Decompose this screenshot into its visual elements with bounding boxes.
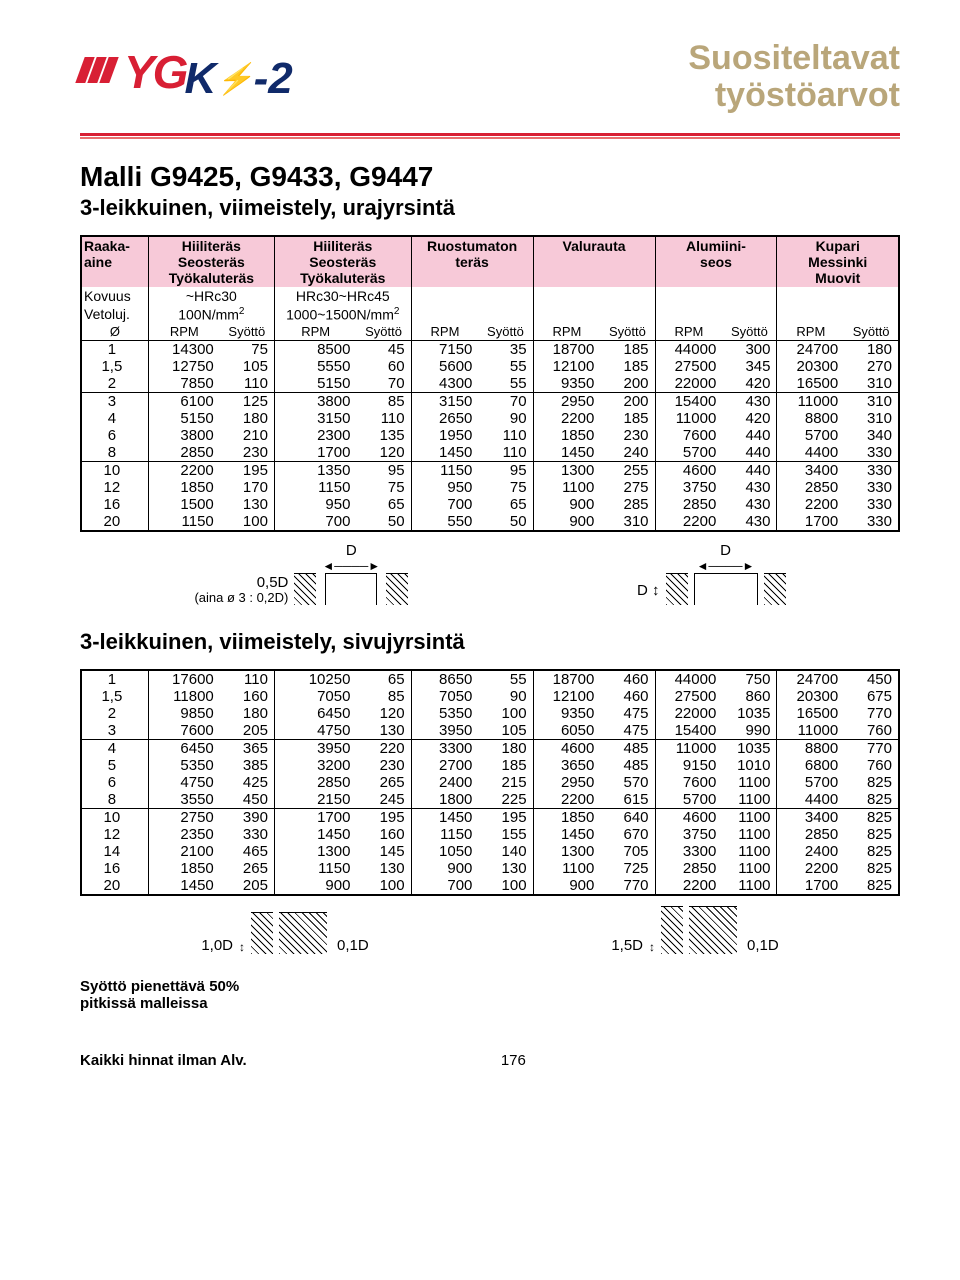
table-row: 3760020547501303950105605047515400990110… [81, 722, 899, 740]
table-row: 8355045021502451800225220061557001100440… [81, 791, 899, 809]
table-row: 1143007585004571503518700185440003002470… [81, 341, 899, 359]
bolt-icon: ⚡ [216, 63, 253, 96]
page-title: Suositeltavat työstöarvot [688, 40, 900, 115]
column-header: Ruostumatonteräs [411, 236, 533, 287]
hatch-icon [251, 912, 273, 954]
column-header: HiiliteräsSeosteräsTyökaluteräs [274, 236, 411, 287]
model-title: Malli G9425, G9433, G9447 [80, 161, 900, 193]
table-row: 2985018064501205350100935047522000103516… [81, 705, 899, 722]
table-row: 4645036539502203300180460048511000103588… [81, 740, 899, 758]
note-text: Syöttö pienettävä 50%pitkissä malleissa [80, 978, 900, 1012]
table-row: 1,51180016070508570509012100460275008602… [81, 688, 899, 705]
table-row: 3610012538008531507029502001540043011000… [81, 393, 899, 411]
hatch-icon [666, 573, 688, 605]
table-row: 6475042528502652400215295057076001100570… [81, 774, 899, 791]
table-row: 161500130950657006590028528504302200330 [81, 496, 899, 513]
table-row: 4515018031501102650902200185110004208800… [81, 410, 899, 427]
section2-title: 3-leikkuinen, viimeistely, sivujyrsintä [80, 629, 900, 655]
table-row: 201150100700505505090031022004301700330 [81, 513, 899, 531]
footer-left: Kaikki hinnat ilman Alv. [80, 1052, 247, 1069]
slot-diagram-row: 0,5D (aina ø 3 : 0,2D) D ◄────► D ↕ D ◄─… [80, 542, 900, 605]
hatch-icon [689, 906, 737, 954]
page-number: 176 [501, 1052, 526, 1069]
cutting-data-table-1: Raaka-aineHiiliteräsSeosteräsTyökaluterä… [80, 235, 900, 533]
page-footer: Kaikki hinnat ilman Alv. 176 [80, 1052, 900, 1069]
table-row: 1,51275010555506056005512100185275003452… [81, 358, 899, 375]
divider [80, 137, 900, 139]
divider [80, 133, 900, 136]
hatch-icon [386, 573, 408, 605]
brand-logo: YG K⚡-2 [80, 40, 293, 104]
table-row: 2785011051507043005593502002200042016500… [81, 375, 899, 393]
column-header: HiiliteräsSeosteräsTyökaluteräs [148, 236, 274, 287]
column-header: Valurauta [533, 236, 655, 287]
table-row: 6380021023001351950110185023076004405700… [81, 427, 899, 444]
table-row: 8285023017001201450110145024057004404400… [81, 444, 899, 462]
slot-icon [694, 573, 758, 605]
side-mill-diagram-row: 1,0D ↕ 0,1D 1,5D ↕ 0,1D [80, 906, 900, 954]
logo-stripes-icon [80, 57, 116, 88]
logo-text: YG [124, 45, 186, 99]
page-header: YG K⚡-2 Suositeltavat työstöarvot [80, 40, 900, 115]
side-diagram-2: 1,5D ↕ 0,1D [611, 906, 778, 954]
table-row: 1022001951350951150951300255460044034003… [81, 462, 899, 480]
column-header: Raaka-aine [81, 236, 148, 287]
cutting-data-table-2: 1176001101025065865055187004604400075024… [80, 669, 900, 896]
hatch-icon [764, 573, 786, 605]
table-row: 1027503901700195145019518506404600110034… [81, 809, 899, 827]
table-row: 1618502651150130900130110072528501100220… [81, 860, 899, 877]
table-row: 2014502059001007001009007702200110017008… [81, 877, 899, 895]
table-row: 5535038532002302700185365048591501010680… [81, 757, 899, 774]
table-row: 1176001101025065865055187004604400075024… [81, 670, 899, 688]
hatch-icon [279, 912, 327, 954]
table-row: 1218501701150759507511002753750430285033… [81, 479, 899, 496]
table-row: 1421004651300145105014013007053300110024… [81, 843, 899, 860]
column-header: KupariMessinkiMuovit [777, 236, 899, 287]
logo-sub: K⚡-2 [184, 54, 292, 104]
hatch-icon [661, 906, 683, 954]
model-subtitle: 3-leikkuinen, viimeistely, urajyrsintä [80, 195, 900, 221]
hatch-icon [294, 573, 316, 605]
side-diagram-1: 1,0D ↕ 0,1D [201, 912, 368, 954]
slot-diagram-2: D ↕ D ◄────► [637, 542, 786, 605]
slot-icon [325, 573, 377, 605]
slot-diagram-1: 0,5D (aina ø 3 : 0,2D) D ◄────► [194, 542, 408, 605]
table-row: 1223503301450160115015514506703750110028… [81, 826, 899, 843]
column-header: Alumiini-seos [655, 236, 777, 287]
